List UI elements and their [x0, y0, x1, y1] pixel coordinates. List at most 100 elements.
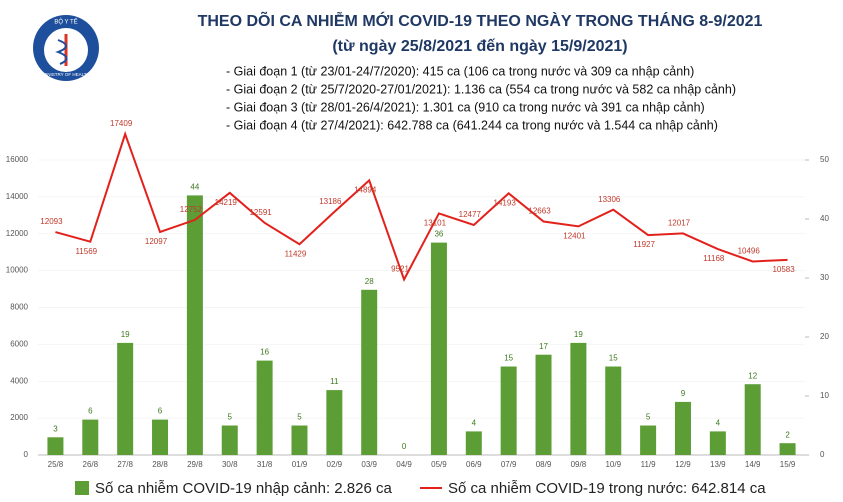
bar-label: 5 [228, 413, 233, 422]
line-label: 11168 [703, 254, 725, 263]
bar [221, 425, 238, 455]
y-tick-label: 8000 [10, 303, 28, 312]
bar [82, 419, 99, 455]
bar-label: 19 [574, 330, 583, 339]
line-label: 10583 [772, 265, 795, 274]
bar [605, 366, 622, 455]
bar-label: 11 [330, 377, 339, 386]
bar [117, 342, 134, 455]
bar [152, 419, 169, 455]
logo-text: MINISTRY OF HEALTH [42, 72, 90, 77]
bar-label: 5 [297, 413, 302, 422]
bar [744, 384, 761, 455]
x-tick-label: 13/9 [710, 460, 726, 469]
bar [326, 390, 343, 455]
bar [47, 437, 64, 455]
y-tick-label: 2000 [10, 413, 28, 422]
bar [465, 431, 482, 455]
bar-label: 5 [646, 413, 651, 422]
line-label: 11569 [75, 247, 97, 256]
x-tick-label: 10/9 [605, 460, 621, 469]
annotation: - Giai đoạn 3 (từ 28/01-26/4/2021): 1.30… [226, 100, 705, 114]
annotation: - Giai đoạn 2 (từ 25/7/2020-27/01/2021):… [226, 82, 736, 96]
x-tick-label: 05/9 [431, 460, 447, 469]
bar-label: 44 [190, 183, 199, 192]
line-label: 14193 [494, 198, 517, 207]
line-label: 14894 [354, 186, 377, 195]
legend-label: Số ca nhiễm COVID-19 trong nước: 642.814… [448, 480, 766, 497]
line-label: 13186 [319, 197, 342, 206]
annotation: - Giai đoạn 1 (từ 23/01-24/7/2020): 415 … [226, 64, 694, 78]
bar-label: 6 [88, 407, 93, 416]
annotation: - Giai đoạn 4 (từ 27/4/2021): 642.788 ca… [226, 118, 718, 132]
bar-label: 3 [53, 424, 58, 433]
x-tick-label: 25/8 [48, 460, 64, 469]
y-tick-label: 16000 [6, 155, 29, 164]
bar-label: 17 [539, 342, 548, 351]
bar-label: 2 [785, 430, 790, 439]
logo-snake [55, 39, 68, 65]
x-tick-label: 04/9 [396, 460, 412, 469]
y-tick-label: 0 [24, 450, 29, 459]
bar-label: 15 [504, 354, 513, 363]
bar [500, 366, 517, 455]
y-tick-label: 14000 [6, 192, 29, 201]
y2-tick-label: 50 [820, 155, 829, 164]
bar-label: 4 [716, 419, 721, 428]
line-label: 12477 [459, 210, 482, 219]
line-label: 12097 [145, 237, 168, 246]
y-tick-label: 6000 [10, 339, 28, 348]
bar [361, 289, 378, 455]
y-tick-label: 10000 [6, 266, 29, 275]
x-tick-label: 30/8 [222, 460, 238, 469]
bar [535, 354, 552, 455]
bar [674, 401, 691, 455]
legend-label: Số ca nhiễm COVID-19 nhập cảnh: 2.826 ca [95, 480, 393, 497]
x-tick-label: 03/9 [361, 460, 377, 469]
x-tick-label: 09/8 [571, 460, 587, 469]
x-tick-label: 02/9 [327, 460, 343, 469]
bar [430, 242, 447, 455]
x-tick-label: 29/8 [187, 460, 203, 469]
y2-tick-label: 30 [820, 273, 829, 282]
line-label: 13306 [598, 195, 621, 204]
chart-subtitle: (từ ngày 25/8/2021 đến ngày 15/9/2021) [332, 38, 627, 55]
bar [186, 195, 203, 455]
x-tick-label: 06/9 [466, 460, 482, 469]
bar [709, 431, 726, 455]
y2-tick-label: 10 [820, 391, 829, 400]
line-label: 12663 [528, 207, 551, 216]
y2-tick-label: 0 [820, 450, 825, 459]
y2-tick-label: 20 [820, 332, 829, 341]
bar-label: 0 [402, 442, 407, 451]
bar-label: 9 [681, 389, 686, 398]
bar-label: 28 [365, 277, 374, 286]
logo-text: BỘ Y TẾ [54, 19, 77, 26]
logo: BỘ Y TẾ MINISTRY OF HEALTH [33, 15, 99, 81]
bar-label: 6 [158, 407, 163, 416]
x-tick-label: 31/8 [257, 460, 273, 469]
line-label: 11927 [633, 240, 655, 249]
line-label: 10496 [738, 247, 761, 256]
line-label: 12093 [40, 217, 63, 226]
bar [640, 425, 657, 455]
line-label: 12591 [249, 208, 272, 217]
x-tick-label: 14/9 [745, 460, 761, 469]
line-label: 12401 [563, 231, 586, 240]
y-tick-label: 12000 [6, 229, 29, 238]
y2-tick-label: 40 [820, 214, 829, 223]
line-label: 11429 [285, 249, 307, 258]
x-tick-label: 28/8 [152, 460, 168, 469]
bar-label: 4 [472, 419, 477, 428]
x-tick-label: 07/9 [501, 460, 517, 469]
bar [256, 360, 273, 455]
line [55, 130, 788, 282]
legend-swatch [75, 481, 89, 495]
x-tick-label: 12/9 [675, 460, 691, 469]
bar-label: 12 [748, 371, 757, 380]
x-tick-label: 11/9 [641, 460, 657, 469]
line-label: 12752 [180, 205, 203, 214]
line-label: 12017 [668, 219, 691, 228]
